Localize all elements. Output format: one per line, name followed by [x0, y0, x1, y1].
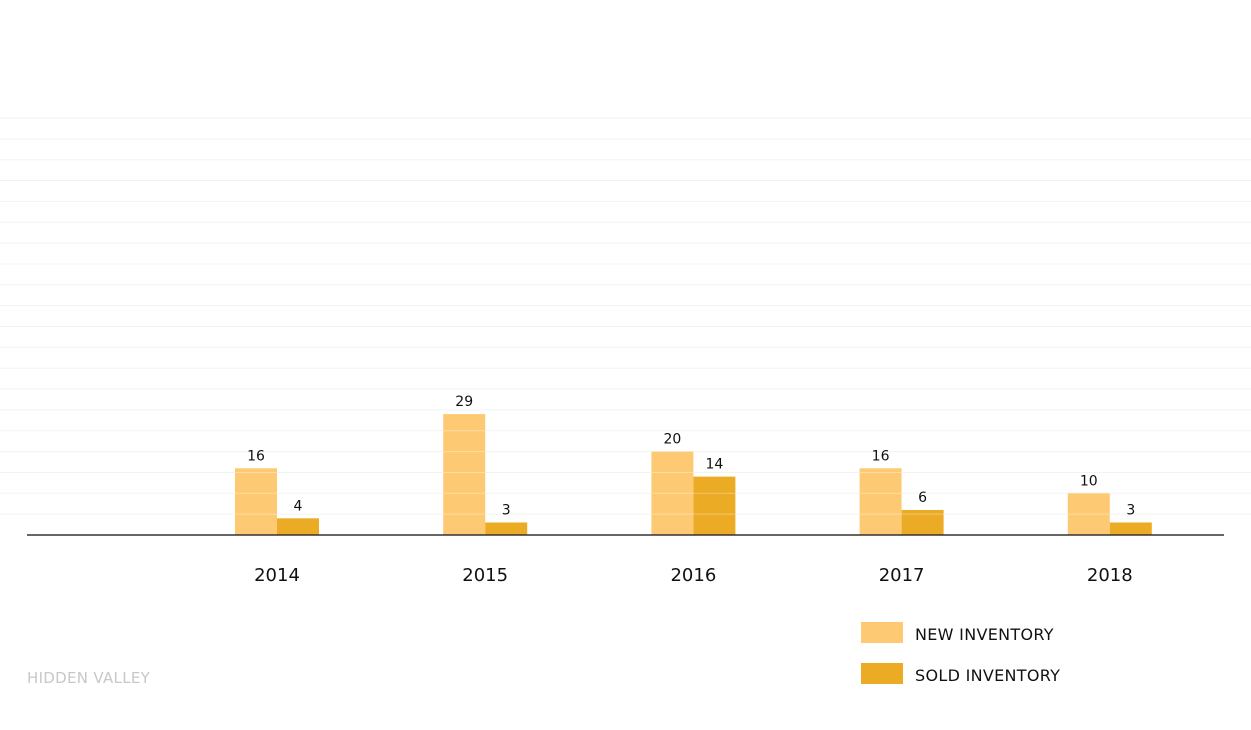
legend-swatch-new [861, 622, 903, 643]
data-labels: 16 4 29 3 20 14 16 6 10 3 [247, 394, 1135, 518]
bar-new-2014 [235, 468, 277, 535]
legend-label-new: NEW INVENTORY [915, 625, 1054, 644]
data-label-sold-2015: 3 [502, 502, 511, 518]
legend-item-sold: SOLD INVENTORY [861, 663, 1121, 704]
x-tick-label-2015: 2015 [462, 565, 508, 586]
bar-new-2017 [859, 468, 902, 535]
data-label-new-2016: 20 [663, 432, 681, 448]
data-label-sold-2017: 6 [918, 490, 927, 506]
data-label-sold-2014: 4 [294, 498, 303, 514]
bar-sold-2015 [485, 522, 528, 535]
data-label-new-2017: 16 [872, 448, 890, 464]
data-label-sold-2016: 14 [705, 457, 723, 473]
legend-label-sold: SOLD INVENTORY [915, 666, 1061, 685]
bar-sold-2014 [277, 518, 319, 535]
x-tick-label-2016: 2016 [670, 565, 716, 586]
bar-segment-lines [235, 430, 1110, 515]
data-label-sold-2018: 3 [1126, 502, 1135, 518]
x-tick-label-2014: 2014 [254, 565, 300, 586]
watermark-label: HIDDEN VALLEY [27, 669, 151, 687]
bars-group [235, 414, 1152, 535]
bar-sold-2018 [1109, 522, 1152, 535]
x-tick-label-2017: 2017 [879, 565, 925, 586]
bar-new-2018 [1067, 493, 1110, 535]
grid-lines [0, 117, 1251, 515]
bar-sold-2017 [901, 509, 944, 535]
legend-swatch-sold [861, 663, 903, 684]
bar-new-2015 [443, 414, 486, 535]
bar-sold-2016 [693, 476, 736, 535]
data-label-new-2018: 10 [1080, 473, 1098, 489]
x-tick-labels: 2014 2015 2016 2017 2018 [254, 565, 1133, 586]
bar-new-2016 [651, 451, 694, 535]
data-label-new-2014: 16 [247, 448, 265, 464]
legend-item-new: NEW INVENTORY [861, 622, 1121, 663]
x-tick-label-2018: 2018 [1087, 565, 1133, 586]
data-label-new-2015: 29 [455, 394, 473, 410]
legend: NEW INVENTORY SOLD INVENTORY [861, 622, 1121, 704]
